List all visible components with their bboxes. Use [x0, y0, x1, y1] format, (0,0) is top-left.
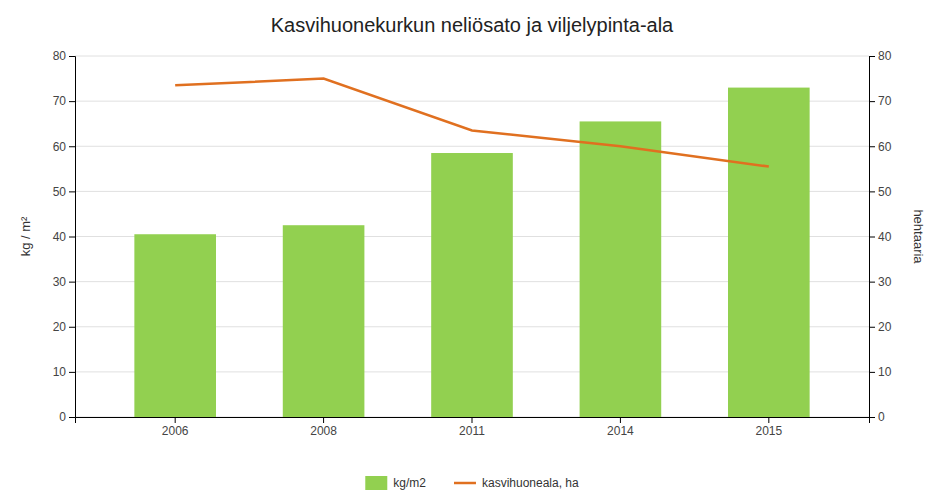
axis-line [69, 57, 76, 418]
x-axis: 2006 2008 2011 2014 2015 [76, 417, 870, 438]
y2-axis: 0 10 20 30 40 50 60 70 80 [869, 49, 892, 424]
tick: 50 [53, 185, 75, 199]
tick-mark [869, 191, 875, 192]
tick-label: 30 [53, 275, 67, 289]
tick: 2011 [459, 417, 485, 438]
axis-line [870, 57, 876, 418]
tick: 80 [869, 49, 892, 63]
tick: 2015 [755, 417, 782, 438]
tick-label: 2011 [459, 424, 485, 438]
tick-mark [472, 417, 473, 423]
tick: 2006 [162, 417, 189, 438]
bar [134, 234, 216, 417]
tick: 10 [869, 365, 892, 379]
tick-mark [175, 417, 176, 423]
tick-label: 2006 [162, 424, 189, 438]
tick-mark [69, 417, 75, 418]
tick-label: 60 [53, 140, 67, 154]
tick-mark [869, 417, 875, 418]
legend-label: kg/m2 [393, 476, 426, 490]
tick: 60 [53, 140, 75, 154]
tick-label: 70 [53, 94, 67, 108]
tick: 70 [53, 94, 75, 108]
tick-mark [69, 372, 75, 373]
tick-mark [869, 146, 875, 147]
tick-label: 2014 [607, 424, 634, 438]
tick: 10 [53, 365, 75, 379]
tick-label: 10 [878, 365, 892, 379]
legend-item: kasvihuoneala, ha [454, 476, 579, 490]
tick-label: 2015 [755, 424, 782, 438]
tick-label: 80 [878, 49, 892, 63]
tick-mark [69, 237, 75, 238]
y-axis-title: kg / m² [18, 216, 33, 256]
tick-label: 30 [878, 275, 892, 289]
tick-mark [69, 191, 75, 192]
tick: 20 [869, 320, 892, 334]
tick-mark [869, 101, 875, 102]
tick-mark [869, 282, 875, 283]
plot-area: 2006 2008 2011 2014 2015 0 10 20 30 40 50 60 70 80 0 10… [53, 49, 892, 437]
bar [431, 153, 513, 417]
tick-mark [768, 417, 769, 423]
y-axis: 0 10 20 30 40 50 60 70 80 [53, 49, 76, 424]
grid [75, 56, 869, 417]
tick: 2014 [607, 417, 634, 438]
tick-label: 50 [878, 185, 892, 199]
tick-label: 60 [878, 140, 892, 154]
line [175, 79, 769, 167]
legend-swatch [365, 476, 387, 490]
tick-label: 20 [878, 320, 892, 334]
tick-mark [69, 282, 75, 283]
tick-mark [869, 372, 875, 373]
tick-label: 2008 [310, 424, 337, 438]
tick-mark [323, 417, 324, 423]
bar [728, 88, 810, 417]
tick-mark [869, 237, 875, 238]
legend-label: kasvihuoneala, ha [482, 476, 579, 490]
tick-label: 20 [53, 320, 67, 334]
tick: 50 [869, 185, 892, 199]
tick: 70 [869, 94, 892, 108]
tick-mark [69, 56, 75, 57]
legend: kg/m2 kasvihuoneala, ha [365, 476, 579, 490]
tick: 40 [869, 230, 892, 244]
axis-line [76, 418, 870, 424]
tick-label: 70 [878, 94, 892, 108]
tick: 30 [53, 275, 75, 289]
tick: 0 [869, 410, 885, 424]
legend-item: kg/m2 [365, 476, 426, 490]
tick: 20 [53, 320, 75, 334]
tick: 0 [59, 410, 75, 424]
tick-mark [69, 327, 75, 328]
y2-axis-title: hehtaaria [911, 209, 926, 264]
legend-swatch [454, 482, 476, 485]
tick-label: 50 [53, 185, 67, 199]
tick-mark [869, 56, 875, 57]
tick: 30 [869, 275, 892, 289]
tick: 40 [53, 230, 75, 244]
tick-label: 40 [53, 230, 67, 244]
grid-line [75, 56, 869, 57]
tick-mark [869, 327, 875, 328]
chart: 2006 2008 2011 2014 2015 0 10 20 30 40 50 60 70 80 0 10… [0, 0, 944, 503]
tick: 60 [869, 140, 892, 154]
bar-series [134, 88, 809, 417]
tick: 80 [53, 49, 75, 63]
tick-label: 80 [53, 49, 67, 63]
tick-label: 10 [53, 365, 67, 379]
tick: 2008 [310, 417, 337, 438]
tick-label: 40 [878, 230, 892, 244]
bar [580, 121, 662, 417]
bar [283, 225, 365, 417]
marks [134, 79, 809, 417]
tick-mark [69, 146, 75, 147]
tick-label: 0 [59, 410, 66, 424]
tick-label: 0 [878, 410, 885, 424]
tick-mark [69, 101, 75, 102]
title: Kasvihuonekurkun neliösato ja viljelypin… [271, 14, 674, 36]
tick-mark [620, 417, 621, 423]
